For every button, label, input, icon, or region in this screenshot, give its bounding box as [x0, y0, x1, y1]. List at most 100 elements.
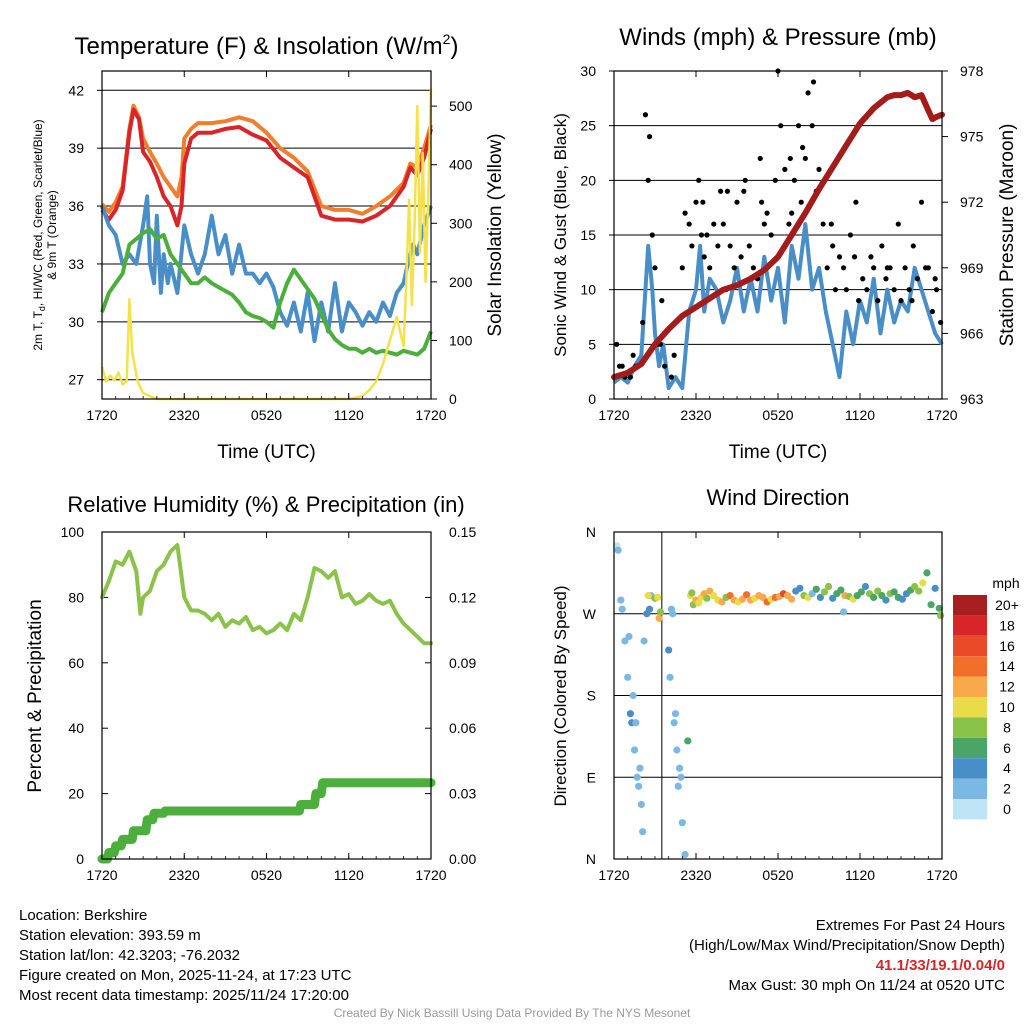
- direction-point: [812, 585, 820, 593]
- y2-tick-label: 966: [960, 325, 984, 341]
- gust-point: [741, 188, 747, 194]
- legend-swatch: [953, 799, 987, 820]
- legend-label: 16: [999, 638, 1015, 654]
- direction-point: [673, 746, 681, 754]
- direction-point: [625, 632, 633, 641]
- x-tick-label: 0520: [251, 407, 282, 423]
- gust-point: [856, 298, 862, 304]
- y2-tick-label: 500: [449, 98, 473, 114]
- gust-point: [789, 210, 795, 216]
- legend-label: 20+: [995, 597, 1019, 613]
- direction-point: [640, 637, 648, 645]
- x-tick-label: 1720: [415, 867, 446, 883]
- x-tick-label: 2320: [680, 867, 711, 883]
- series-line-hi-wc: [100, 194, 433, 344]
- x-axis-label: Time (UTC): [217, 442, 316, 463]
- credit-line: Created By Nick Bassill Using Data Provi…: [333, 1006, 691, 1020]
- series-line-td: [100, 227, 433, 357]
- y-tick-label: 60: [68, 655, 84, 671]
- legend-swatch: [953, 737, 987, 759]
- direction-point: [703, 594, 711, 602]
- extremes-title: Extremes For Past 24 Hours: [815, 917, 1005, 934]
- direction-point: [677, 773, 685, 781]
- title-main: Temperature (F) & Insolation (W/m: [75, 33, 443, 60]
- gust-point: [652, 265, 658, 271]
- gust-point: [764, 210, 770, 216]
- x-tick-label: 1720: [86, 407, 117, 423]
- gust-point: [805, 90, 811, 96]
- gust-point: [711, 221, 717, 227]
- gust-point: [864, 287, 870, 293]
- x-tick-label: 0520: [762, 867, 793, 883]
- gust-point: [860, 276, 866, 282]
- gust-point: [787, 155, 793, 162]
- y2-tick-label: 0.12: [449, 589, 476, 605]
- gust-point: [686, 221, 692, 227]
- gust-point: [933, 287, 940, 293]
- y-label-part: 2m T, T: [31, 310, 45, 350]
- extremes-box: Extremes For Past 24 Hours (High/Low/Max…: [689, 916, 1005, 996]
- gust-point: [925, 265, 931, 271]
- legend-swatch: [953, 635, 987, 657]
- y2-tick-label: 0.03: [449, 786, 476, 802]
- legend-swatch: [953, 615, 987, 636]
- legend-label: 6: [1003, 740, 1011, 756]
- gust-point: [679, 265, 685, 271]
- gust-point: [895, 221, 901, 227]
- direction-point: [624, 673, 632, 681]
- y-axis-label: Direction (Colored By Speed): [551, 585, 570, 806]
- gust-point: [746, 243, 752, 249]
- gust-point: [884, 265, 890, 271]
- y-label-subscript: d: [37, 306, 47, 311]
- y-tick-label: 100: [61, 524, 85, 540]
- gust-point: [795, 123, 802, 129]
- y2-tick-label: 0.06: [449, 720, 476, 736]
- y-tick-label: 20: [580, 172, 596, 188]
- y2-tick-label: 963: [960, 391, 984, 407]
- direction-point: [681, 850, 689, 859]
- gust-point: [750, 265, 757, 271]
- x-tick-label: 1720: [598, 867, 629, 883]
- x-tick-label: 0520: [251, 867, 282, 883]
- y-tick-label: 27: [68, 372, 84, 388]
- direction-point: [923, 569, 931, 577]
- x-axis-label: Time (UTC): [729, 442, 828, 463]
- y-axis-label-line2: & 9m T (Orange): [45, 190, 59, 280]
- x-tick-label: 1120: [334, 407, 364, 423]
- series-line-9m-t: [100, 103, 433, 216]
- chart-title: Wind Direction: [706, 485, 849, 510]
- y-tick-label: 42: [68, 82, 84, 98]
- y2-tick-label: 0.15: [449, 524, 476, 540]
- x-tick-label: 1720: [926, 867, 957, 883]
- title-superscript: 2: [443, 31, 451, 47]
- gust-point: [630, 352, 636, 358]
- gust-point: [909, 298, 915, 304]
- direction-point: [637, 800, 645, 809]
- pressure-line: [611, 89, 945, 381]
- gust-point: [693, 199, 699, 205]
- gust-point: [645, 177, 651, 183]
- direction-point: [742, 591, 751, 599]
- gust-point: [898, 298, 904, 304]
- x-tick-label: 0520: [762, 407, 793, 423]
- gust-point: [757, 155, 763, 162]
- gust-point: [910, 243, 916, 249]
- gust-point: [668, 374, 675, 380]
- extremes-values: 41.1/33/19.1/0.04/0: [875, 957, 1005, 974]
- y-axis-label: 2m T, Td, HI/WC (Red, Green, Scarlet/Blu…: [31, 119, 47, 350]
- gust-point: [932, 276, 938, 282]
- series-line-2m-t: [100, 107, 433, 228]
- legend-label: 18: [999, 617, 1015, 633]
- direction-point: [670, 719, 678, 727]
- humidity-panel: Relative Humidity (%) & Precipitation (i…: [25, 492, 476, 883]
- y-tick-label: 39: [68, 140, 84, 156]
- direction-point: [837, 586, 845, 594]
- legend-swatch: [953, 717, 987, 738]
- y2-tick-label: 975: [960, 129, 984, 145]
- gust-point: [689, 243, 695, 249]
- gust-point: [810, 79, 817, 85]
- gust-point: [761, 221, 767, 227]
- max-gust: Max Gust: 30 mph On 11/24 at 0520 UTC: [728, 977, 1005, 994]
- direction-point: [927, 601, 935, 609]
